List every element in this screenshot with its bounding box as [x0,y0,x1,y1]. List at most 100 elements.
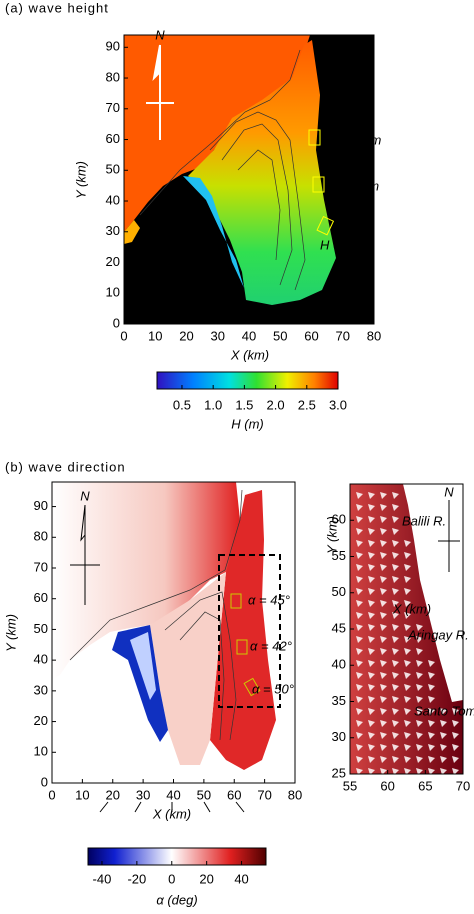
wave-arrow [392,564,399,571]
wave-arrow [368,528,375,535]
wave-arrow [392,492,399,499]
wave-arrow [404,684,411,691]
wave-arrow [416,648,423,655]
y-tick-label: 50 [106,162,120,177]
bay-west [112,625,168,742]
wave-arrow [356,504,363,511]
y-tick-label: 40 [34,652,48,667]
annotation: Aringay R. [407,627,469,642]
wave-arrow [356,768,363,775]
wave-arrow [428,672,435,679]
wave-arrow [452,768,459,775]
y-tick-label: 40 [106,192,120,207]
arrow-legend [99,801,245,813]
wave-arrow [404,756,411,763]
wave-arrow [404,696,411,703]
y-tick-label: 30 [34,682,48,697]
wave-arrow [368,564,375,571]
y-tick-label: 25 [332,765,346,780]
wave-arrow [392,540,399,547]
y-tick-label: 70 [34,559,48,574]
y-axis-label: Y (km) [73,161,88,199]
wave-arrow [404,720,411,727]
annotation: H = 1.3m [326,178,379,193]
map-a [124,35,374,324]
x-tick-label: 10 [75,787,89,802]
wave-arrow [452,732,459,739]
wave-arrow [416,672,423,679]
wave-arrow [368,696,375,703]
x-tick-label: 30 [211,328,225,343]
wave-arrow [368,672,375,679]
y-axis-label: Y (km) [3,614,18,652]
wave-arrow [416,660,423,667]
wave-arrow [380,708,387,715]
annotation: H = 1.37m [321,132,382,147]
wave-arrow [428,732,435,739]
wave-arrow [392,672,399,679]
y-tick-label: 60 [34,590,48,605]
wave-arrow [380,660,387,667]
wave-arrow [416,744,423,751]
wave-arrow [380,744,387,751]
wave-arrow [368,660,375,667]
y-tick-label: 0 [113,315,120,330]
wave-arrow [368,540,375,547]
y-tick-label: 90 [34,498,48,513]
wave-arrow [380,516,387,523]
colorbar-tick-label: 2.0 [267,397,285,412]
wave-arrow [404,660,411,667]
wave-arrow [380,564,387,571]
wave-arrow [416,732,423,739]
colorbar-tick-label: 3.0 [329,397,347,412]
wave-arrow [440,756,447,763]
wave-arrow [404,588,411,595]
wave-arrow [452,744,459,751]
wave-arrow [356,516,363,523]
wave-arrow [380,720,387,727]
y-tick-label: 0 [41,774,48,789]
wave-arrow [368,648,375,655]
x-tick-label: 70 [456,778,470,793]
bay-east [210,490,276,770]
wave-arrow [428,768,435,775]
y-tick-label: 10 [106,285,120,300]
coast-strip [124,220,140,244]
wave-arrow [368,732,375,739]
wave-arrow [404,576,411,583]
north-arrow [146,44,174,140]
marker-box [243,677,261,697]
wave-arrow [356,720,363,727]
wave-arrow [368,636,375,643]
y-tick-label: 80 [106,69,120,84]
wave-arrow [440,744,447,751]
wave-arrow [392,504,399,511]
x-tick-label: 20 [106,787,120,802]
sea-offshore [124,35,310,232]
wave-arrow [356,600,363,607]
wave-arrow [356,492,363,499]
wave-arrow [392,720,399,727]
land [403,484,463,702]
north-label: N [444,484,454,499]
wave-arrow [356,660,363,667]
wave-arrow [392,600,399,607]
colorbar-tick-label: 1.0 [204,397,222,412]
wave-arrow [368,492,375,499]
wave-arrow [392,552,399,559]
y-tick-label: 50 [34,621,48,636]
annotation: α = 50° [252,681,294,696]
wave-arrow [404,672,411,679]
wave-arrow [404,648,411,655]
x-tick-label: 65 [418,778,432,793]
wave-arrow [356,576,363,583]
wave-arrow [356,624,363,631]
wave-arrow [428,696,435,703]
y-tick-label: 55 [332,548,346,563]
annotation: α = 45° [248,592,290,607]
marker-box [230,593,242,609]
x-tick-label: 20 [179,328,193,343]
colorbar [156,371,339,390]
wave-arrow [356,612,363,619]
wave-arrow [392,528,399,535]
